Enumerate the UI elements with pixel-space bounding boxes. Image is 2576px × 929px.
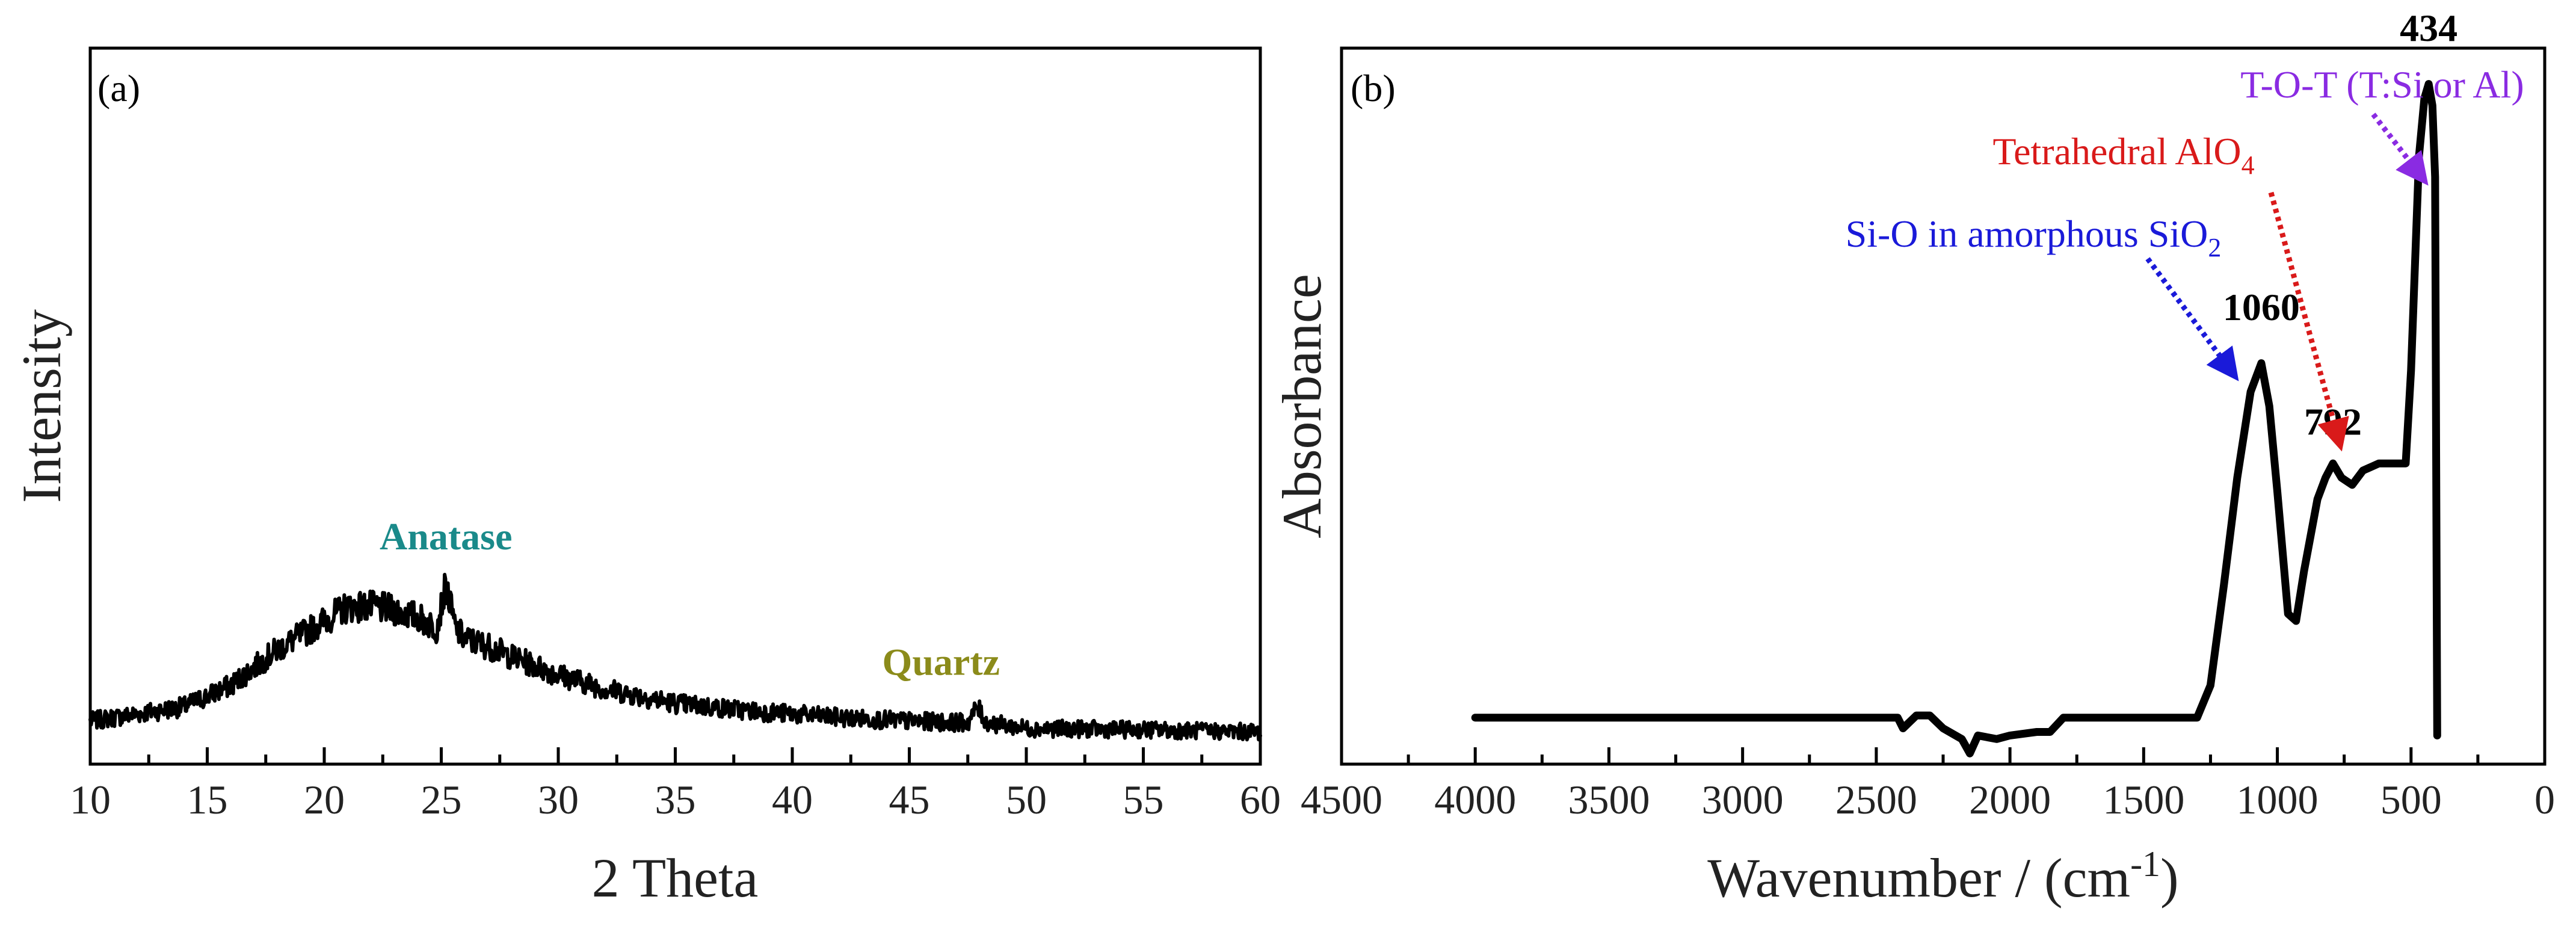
panel-a-x-tick-label: 35 xyxy=(655,777,696,823)
panel-a-x-tick-label: 20 xyxy=(304,777,345,823)
panel-a-x-tick-label: 45 xyxy=(889,777,930,823)
panel-a-xrd: 10 15 20 25 30 35 40 45 50 55 60 (a) 2 Theta Inten… xyxy=(11,46,1281,909)
panel-b-ftir: 4500 4000 3500 3000 2500 2000 1500 1000 500 0 (b)… xyxy=(1271,7,2555,909)
panel-b-x-axis-label: Wavenumber / (cm-1) xyxy=(1707,844,2178,909)
panel-a-x-axis-label: 2 Theta xyxy=(592,847,759,909)
tetrahedral-alo4-annotation: Tetrahedral AlO4 xyxy=(1992,130,2254,180)
panel-b-x-tick-label: 2500 xyxy=(1835,777,1917,823)
panel-b-x-ticks xyxy=(1340,747,2547,764)
panel-b-x-tick-label: 1500 xyxy=(2103,777,2184,823)
tetrahedral-alo4-arrow xyxy=(2268,191,2349,452)
panel-a-x-tick-label: 55 xyxy=(1123,777,1164,823)
peak-label-1060: 1060 xyxy=(2223,286,2300,329)
ftir-spectrum-line xyxy=(1471,80,2441,758)
anatase-annotation: Anatase xyxy=(380,515,512,558)
panel-b-frame xyxy=(1340,46,2547,766)
panel-b-x-tick-label: 500 xyxy=(2380,777,2442,823)
panel-b-x-tick-label: 4500 xyxy=(1301,777,1382,823)
panel-b-x-tick-label: 3000 xyxy=(1702,777,1784,823)
panel-b-x-tick-label: 3500 xyxy=(1568,777,1650,823)
panel-a-x-tick-label: 25 xyxy=(421,777,462,823)
panel-b-label: (b) xyxy=(1351,67,1396,110)
si-o-annotation: Si-O in amorphous SiO2 xyxy=(1846,212,2222,262)
panel-a-x-tick-label: 40 xyxy=(772,777,813,823)
t-o-t-arrow xyxy=(2371,113,2429,186)
xrd-pattern-line xyxy=(88,573,1262,742)
panel-b-x-tick-label: 1000 xyxy=(2237,777,2319,823)
panel-a-x-tick-label: 30 xyxy=(538,777,579,823)
panel-a-x-tick-label: 50 xyxy=(1006,777,1047,823)
panel-a-x-tick-label: 10 xyxy=(70,777,111,823)
panel-b-x-tick-label: 2000 xyxy=(1969,777,2051,823)
panel-b-x-tick-label: 4000 xyxy=(1434,777,1516,823)
panel-a-x-tick-labels: 10 15 20 25 30 35 40 45 50 55 60 xyxy=(70,777,1281,823)
panel-a-y-axis-label: Intensity xyxy=(11,309,72,503)
panel-a-x-tick-label: 15 xyxy=(187,777,228,823)
peak-label-434: 434 xyxy=(2400,7,2457,49)
si-o-arrow xyxy=(2145,257,2239,381)
panel-a-x-tick-label: 60 xyxy=(1240,777,1281,823)
t-o-t-annotation: T-O-T (T:Si or Al) xyxy=(2240,63,2524,106)
panel-a-label: (a) xyxy=(97,67,140,110)
panel-b-x-tick-labels: 4500 4000 3500 3000 2500 2000 1500 1000 500 0 xyxy=(1301,777,2555,823)
panel-b-x-tick-label: 0 xyxy=(2534,777,2555,823)
quartz-annotation: Quartz xyxy=(883,640,1000,683)
panel-a-x-ticks xyxy=(88,747,1262,764)
panel-b-y-axis-label: Absorbance xyxy=(1271,274,1333,538)
